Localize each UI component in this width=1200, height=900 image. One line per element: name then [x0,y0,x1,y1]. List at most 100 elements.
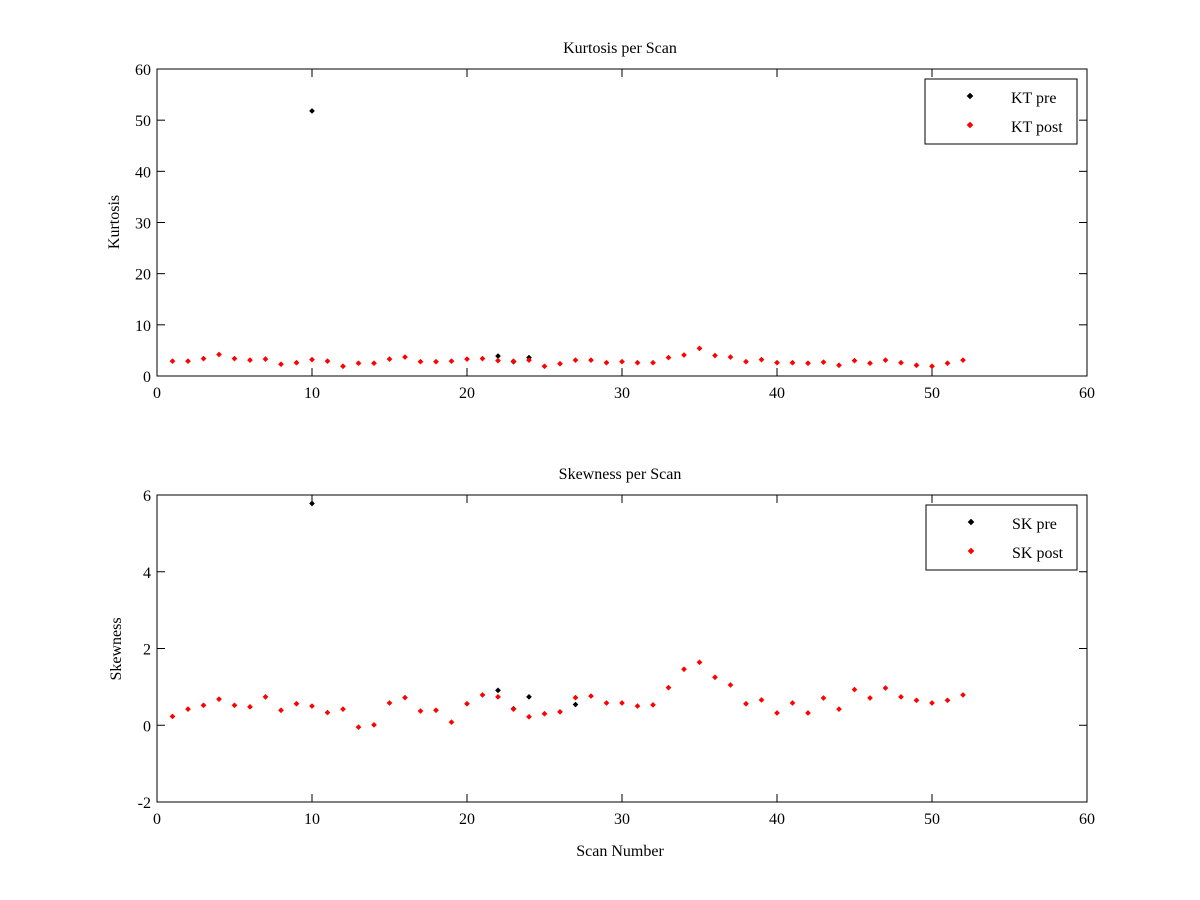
skewness-x-tick-label: 0 [153,811,161,828]
kurtosis-data-point [386,356,393,363]
kurtosis-data-point [262,356,269,363]
skewness-data-point [774,710,780,716]
skewness-data-point [216,696,222,703]
kurtosis-data-point [526,357,532,364]
skewness-x-tick-label: 60 [1079,811,1095,828]
skewness-data-point [464,700,470,707]
kurtosis-data-point [231,355,238,362]
skewness-data-point [309,500,315,507]
kurtosis-data-point [805,360,811,367]
skewness-data-point [278,707,284,714]
kurtosis-data-point [200,355,207,362]
skewness-data-point [789,700,796,706]
skewness-legend-box [925,504,1078,571]
skewness-data-point [634,703,641,710]
skewness-data-point [867,695,873,701]
skewness-data-point [355,724,362,731]
kurtosis-data-point [433,358,439,365]
kurtosis-x-tick-label: 10 [304,385,320,402]
kurtosis-data-point [371,360,377,367]
kurtosis-data-point [464,356,470,363]
kurtosis-data-point [340,363,346,370]
kurtosis-y-tick-label: 50 [135,113,151,130]
kurtosis-data-point [743,358,749,365]
kurtosis-data-point [665,354,672,361]
kurtosis-data-point [913,362,920,369]
kurtosis-x-tick-label: 20 [459,385,475,402]
skewness-data-point [448,719,455,726]
kurtosis-data-point [929,363,935,370]
skewness-data-point [231,702,238,709]
skewness-data-point [882,685,889,691]
skewness-data-point [169,713,176,720]
skewness-data-point [929,700,935,706]
kurtosis-chart-title: Kurtosis per Scan [563,40,677,57]
skewness-data-point [572,701,579,708]
kurtosis-data-point [789,359,796,366]
kurtosis-data-point [836,362,842,369]
kurtosis-series-post [169,345,966,370]
kurtosis-subplot: 0 10 20 30 40 50 60 0 10 20 30 40 50 60 Kurtosis per … [106,40,1095,402]
skewness-data-point [541,710,548,717]
skewness-data-point [510,706,517,713]
kurtosis-data-point [309,108,315,114]
kurtosis-data-point [696,345,703,352]
skewness-data-point [603,700,610,706]
skewness-legend: SK pre SK post [925,504,1078,571]
kurtosis-data-point [588,357,594,364]
kurtosis-data-point [634,359,641,366]
skewness-data-point [820,695,827,701]
kurtosis-x-tick-label: 60 [1079,385,1095,402]
kurtosis-y-tick-label: 10 [135,318,151,335]
skewness-series-post [169,659,966,731]
kurtosis-data-point [851,357,858,364]
kurtosis-y-tick-label: 30 [135,216,151,233]
kurtosis-data-point [324,358,331,365]
skewness-y-tick-label: 0 [143,718,151,735]
skewness-data-point [665,684,672,691]
skewness-data-point [758,696,765,703]
kurtosis-ticks: 0 10 20 30 40 50 60 0 10 20 30 40 50 60 [135,62,1095,402]
skewness-data-point [650,701,656,708]
kurtosis-data-point [278,361,284,368]
skewness-data-point [200,702,207,709]
kurtosis-y-tick-label: 0 [143,369,151,386]
skewness-data-point [743,700,749,707]
kurtosis-data-point [402,354,408,361]
kurtosis-data-point [169,358,176,365]
skewness-data-point [386,700,393,706]
kurtosis-data-point [216,351,222,358]
skewness-data-point [619,700,625,706]
skewness-chart-title: Skewness per Scan [559,466,682,483]
skewness-legend-label: SK post [1012,545,1064,562]
skewness-data-point [836,706,842,713]
skewness-data-point [851,686,858,693]
skewness-data-point [433,707,439,714]
kurtosis-data-point [448,358,455,365]
skewness-x-tick-label: 40 [769,811,785,828]
kurtosis-points [169,108,966,370]
kurtosis-data-point [495,357,501,364]
kurtosis-data-point [681,352,687,358]
kurtosis-y-tick-label: 20 [135,267,151,284]
kurtosis-data-point [774,359,780,366]
kurtosis-data-point [820,359,827,366]
kurtosis-data-point [758,356,765,363]
kurtosis-data-point [727,354,734,361]
skewness-data-point [309,703,315,710]
kurtosis-x-tick-label: 40 [769,385,785,402]
skewness-legend-marker [967,518,975,526]
kurtosis-data-point [882,357,889,364]
kurtosis-x-tick-label: 30 [614,385,630,402]
kurtosis-data-point [185,358,191,365]
skewness-data-point [712,674,718,681]
kurtosis-data-point [541,363,548,370]
kurtosis-legend-box [924,78,1078,145]
skewness-y-tick-label: 6 [143,488,151,505]
kurtosis-y-tick-label: 60 [135,62,151,79]
kurtosis-legend: KT pre KT post [924,78,1078,145]
skewness-x-tick-label: 20 [459,811,475,828]
skewness-data-point [293,700,300,707]
